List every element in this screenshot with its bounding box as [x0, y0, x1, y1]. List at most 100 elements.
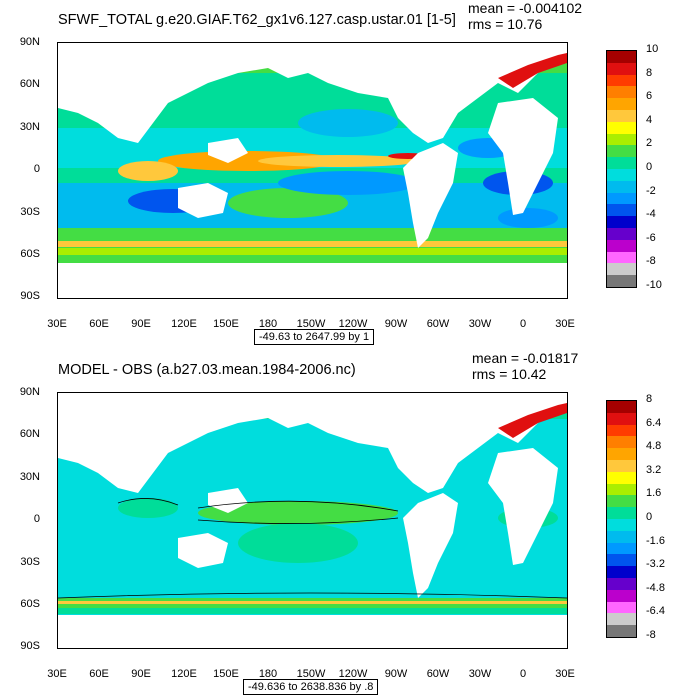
- mean-value: mean = -0.004102: [468, 0, 583, 16]
- rms-value: rms = 10.76: [468, 16, 543, 32]
- colorbar-swatch: [607, 145, 636, 158]
- lon-label: 150E: [213, 668, 239, 680]
- colorbar-swatch: [607, 251, 636, 264]
- lon-label: 30W: [468, 318, 492, 330]
- colorbar-label: -8: [646, 255, 656, 268]
- colorbar-swatch: [607, 275, 636, 288]
- lat-label: 30S: [20, 206, 40, 218]
- lon-label: 90E: [131, 668, 151, 680]
- mean-value: mean = -0.01817: [472, 350, 579, 366]
- colorbar-label: 0: [646, 161, 653, 173]
- panel-title: MODEL - OBS (a.b27.03.mean.1984-2006.nc): [58, 362, 356, 378]
- lon-label: 60E: [89, 318, 109, 330]
- lon-label: 60E: [89, 668, 109, 680]
- colorbar-label: 0: [646, 511, 653, 523]
- colorbar-swatch: [607, 424, 636, 437]
- lon-label: 120E: [171, 668, 197, 680]
- panel-title: SFWF_TOTAL g.e20.GIAF.T62_gx1v6.127.casp…: [58, 12, 456, 28]
- lon-label: 150W: [296, 668, 326, 680]
- colorbar-swatch: [607, 121, 636, 135]
- colorbar-swatch: [607, 554, 636, 567]
- lat-label: 0: [33, 163, 40, 175]
- colorbar-label: 4.8: [646, 440, 662, 453]
- ocean-field: [58, 393, 567, 648]
- colorbar-swatch: [607, 239, 636, 253]
- colorbar: [606, 400, 637, 638]
- lat-label: 0: [33, 513, 40, 525]
- colorbar-swatch: [607, 74, 636, 87]
- colorbar-label: -1.6: [646, 534, 665, 547]
- colorbar-swatch: [607, 542, 636, 555]
- colorbar: [606, 50, 637, 288]
- contour-info: -49.636 to 2638.836 by .8: [243, 679, 379, 695]
- lon-label: 90E: [131, 318, 151, 330]
- lat-label: 90S: [20, 640, 40, 652]
- colorbar-label: -6.4: [646, 605, 665, 618]
- ocean-field: [58, 43, 567, 298]
- colorbar-swatch: [607, 86, 636, 99]
- lon-label: 150W: [296, 318, 326, 330]
- rms-value: rms = 10.42: [472, 366, 547, 382]
- colorbar-label: -2: [646, 184, 656, 197]
- colorbar-swatch: [607, 216, 636, 229]
- lat-label: 60N: [19, 428, 40, 440]
- colorbar-swatch: [607, 62, 636, 76]
- colorbar-swatch: [607, 228, 636, 241]
- colorbar-swatch: [607, 613, 636, 626]
- lat-label: 60N: [19, 78, 40, 90]
- colorbar-swatch: [607, 157, 636, 170]
- top-panel: SFWF_TOTAL g.e20.GIAF.T62_gx1v6.127.casp…: [19, 0, 662, 345]
- colorbar-swatch: [607, 401, 636, 414]
- lon-label: 30E: [555, 318, 575, 330]
- colorbar-swatch: [607, 110, 636, 123]
- colorbar-swatch: [607, 192, 636, 205]
- colorbar-swatch: [607, 601, 636, 614]
- colorbar-swatch: [607, 180, 636, 194]
- lat-label: 60S: [20, 248, 40, 260]
- contour-info: -49.63 to 2647.99 by 1: [254, 329, 375, 345]
- colorbar-swatch: [607, 98, 636, 111]
- colorbar-swatch: [607, 263, 636, 276]
- colorbar-label: -10: [646, 279, 662, 291]
- colorbar-swatch: [607, 507, 636, 520]
- lat-label: 90N: [19, 36, 40, 48]
- colorbar-swatch: [607, 483, 636, 496]
- lon-label: 120E: [171, 318, 197, 330]
- colorbar-label: 6.4: [646, 416, 662, 429]
- lon-label: 90W: [384, 668, 408, 680]
- colorbar-swatch: [607, 578, 636, 591]
- map-plot: [57, 42, 568, 299]
- colorbar-swatch: [607, 519, 636, 532]
- colorbar-label: 4: [646, 113, 653, 126]
- colorbar-swatch: [607, 530, 636, 544]
- colorbar-swatch: [607, 589, 636, 603]
- lat-label: 30N: [19, 471, 40, 483]
- lon-label: 0: [519, 668, 527, 680]
- colorbar-label: -8: [646, 629, 656, 641]
- lon-label: 120W: [338, 318, 368, 330]
- lat-label: 90N: [19, 386, 40, 398]
- colorbar-label: 1.6: [646, 487, 662, 500]
- colorbar-swatch: [607, 133, 636, 146]
- lon-label: 30E: [555, 668, 575, 680]
- colorbar-label: -6: [646, 231, 656, 244]
- colorbar-label: 3.2: [646, 463, 662, 476]
- lon-label: 90W: [384, 318, 408, 330]
- lon-label: 180: [258, 668, 278, 680]
- lon-label: 30W: [468, 668, 492, 680]
- colorbar-label: 8: [646, 393, 653, 405]
- colorbar-label: 2: [646, 137, 653, 150]
- lon-label: 120W: [338, 668, 368, 680]
- lon-label: 0: [519, 318, 527, 330]
- colorbar-swatch: [607, 495, 636, 508]
- colorbar-swatch: [607, 412, 636, 426]
- bottom-panel: MODEL - OBS (a.b27.03.mean.1984-2006.nc)…: [0, 350, 700, 700]
- colorbar-swatch: [607, 169, 636, 182]
- colorbar-label: -4.8: [646, 581, 665, 594]
- colorbar-swatch: [607, 51, 636, 64]
- colorbar-swatch: [607, 460, 636, 473]
- lon-label: 180: [258, 318, 278, 330]
- colorbar-swatch: [607, 436, 636, 449]
- lat-label: 60S: [20, 598, 40, 610]
- lon-label: 60W: [426, 318, 450, 330]
